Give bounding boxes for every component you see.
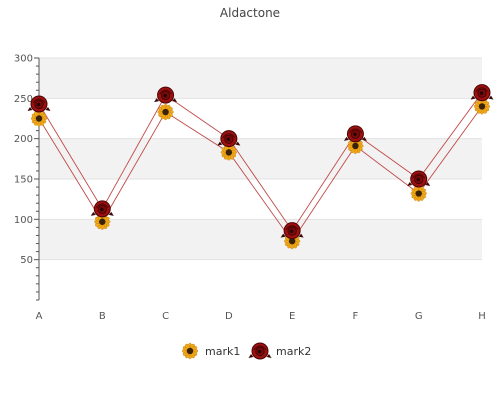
marker-mark2	[470, 84, 494, 102]
marker-mark1	[220, 144, 237, 161]
x-tick-label: D	[225, 311, 233, 322]
x-tick-label: H	[478, 311, 486, 322]
flower-center	[352, 142, 359, 150]
grid-band	[39, 219, 482, 260]
marker-mark2	[90, 200, 114, 218]
x-tick-label: B	[99, 311, 106, 322]
x-tick-label: E	[289, 311, 295, 322]
rose-core	[479, 91, 484, 95]
rose-leaf	[45, 106, 51, 111]
rose-core	[416, 177, 421, 182]
chart-title: Aldactone	[220, 6, 280, 20]
x-tick-label: G	[415, 311, 423, 322]
rose-fold	[285, 225, 299, 231]
y-tick-label: 50	[20, 255, 33, 266]
flower-center	[35, 115, 43, 122]
rose-leaf	[108, 211, 114, 216]
flower-center	[415, 190, 422, 197]
rose-leaf	[425, 182, 431, 186]
y-tick-label: 200	[14, 134, 33, 145]
y-tick-label: 300	[14, 54, 33, 65]
legend-item-mark2[interactable]: mark2	[248, 342, 312, 360]
marker-mark2	[407, 170, 431, 188]
x-tick-label: A	[36, 311, 43, 322]
flower-center	[288, 237, 296, 245]
rose-core	[163, 93, 167, 98]
rose-leaf	[407, 182, 413, 186]
rose-leaf	[154, 98, 160, 103]
marker-mark1	[157, 103, 174, 121]
rose-core	[36, 102, 41, 107]
marker-mark2	[217, 130, 241, 148]
rose-core	[99, 207, 104, 212]
flower-center	[478, 103, 486, 110]
series-markers	[27, 84, 494, 250]
legend-label-mark2: mark2	[276, 345, 311, 358]
marker-mark1	[410, 185, 427, 202]
rose-icon	[248, 342, 272, 360]
rose-fold	[32, 98, 46, 104]
marker-mark2	[27, 95, 51, 113]
rose-fold	[475, 87, 489, 93]
rose-leaf	[90, 211, 96, 216]
legend-label-mark1: mark1	[205, 345, 240, 358]
rose-core	[289, 229, 294, 233]
rose-leaf	[248, 354, 254, 358]
rose-leaf	[488, 95, 494, 100]
marker-mark2	[280, 222, 304, 240]
rose-leaf	[298, 233, 304, 238]
sunflower-icon	[181, 342, 199, 360]
rose-core	[353, 132, 357, 137]
y-tick-label: 250	[14, 94, 33, 105]
rose-fold	[412, 173, 426, 179]
grid-band	[39, 58, 482, 99]
rose-fold	[253, 345, 267, 351]
rose-leaf	[235, 141, 241, 146]
x-axis: A B C D E F G H	[36, 311, 486, 322]
rose-leaf	[280, 233, 286, 238]
rose-leaf	[217, 141, 223, 146]
legend-item-mark1[interactable]: mark1	[181, 342, 240, 360]
rose-fold	[348, 128, 362, 134]
series-line-mark2	[38, 92, 483, 232]
y-tick-label: 150	[14, 175, 33, 186]
grid-bands	[39, 58, 482, 260]
rose-core	[257, 349, 262, 354]
marker-mark2	[343, 125, 367, 143]
rose-fold	[222, 133, 236, 139]
flower-center	[99, 218, 106, 225]
x-tick-label: C	[162, 311, 169, 322]
rose-fold	[159, 89, 173, 95]
rose-leaf	[361, 136, 367, 141]
marker-mark1	[347, 137, 364, 155]
x-tick-label: F	[353, 311, 359, 322]
rose-fold	[95, 203, 109, 209]
rose-leaf	[266, 354, 272, 358]
y-axis: 50 100 150 200 250 300	[14, 54, 40, 301]
grid-band	[39, 138, 482, 179]
flower-center	[225, 149, 233, 156]
rose-core	[226, 137, 231, 141]
marker-mark2	[154, 86, 178, 104]
rose-leaf	[27, 106, 33, 111]
rose-leaf	[343, 136, 349, 141]
rose-leaf	[172, 98, 178, 103]
gridlines	[39, 57, 482, 261]
flower-center	[186, 347, 194, 355]
y-tick-label: 100	[14, 215, 33, 226]
rose-leaf	[470, 95, 476, 100]
legend: mark1 mark2	[181, 342, 312, 360]
flower-center	[162, 108, 169, 116]
